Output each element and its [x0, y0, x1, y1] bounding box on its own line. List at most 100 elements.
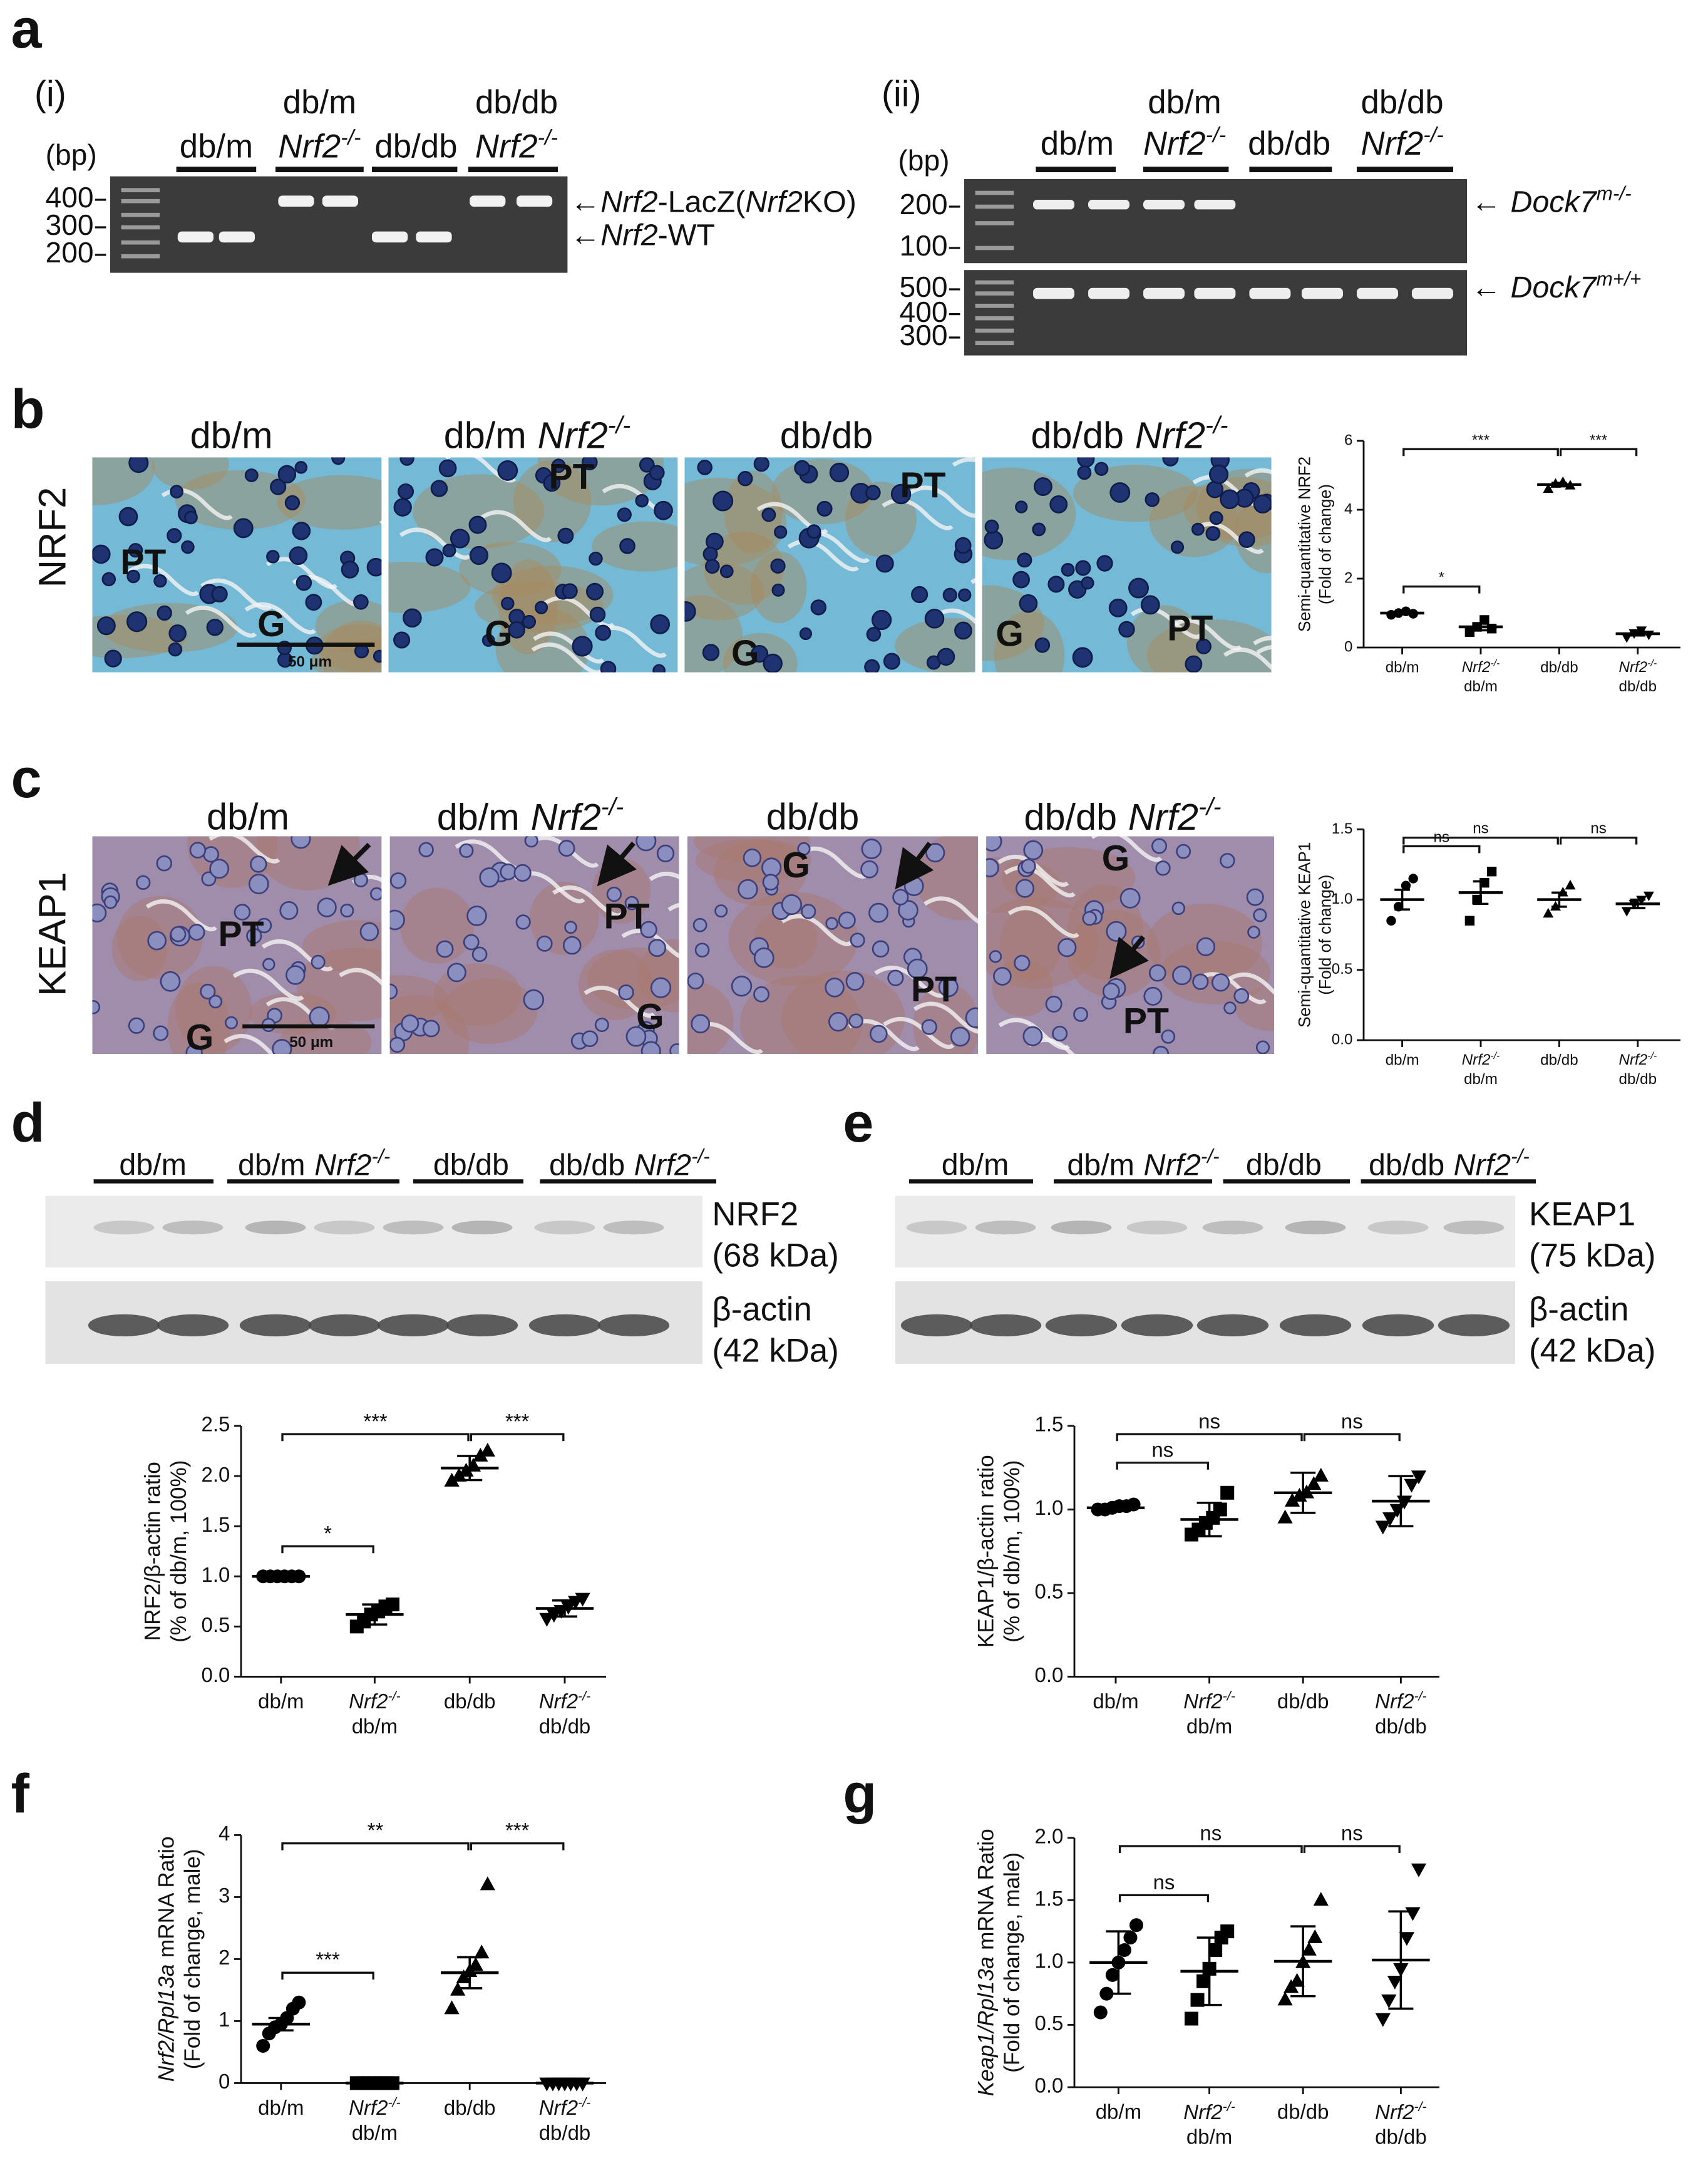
text-part: -/- — [1201, 1146, 1220, 1168]
tubule-lumen — [531, 643, 603, 673]
nucleus — [954, 537, 972, 554]
gel-band — [470, 195, 506, 207]
group-bar — [227, 1179, 399, 1184]
data-point — [1486, 867, 1497, 877]
blot-band — [239, 1314, 312, 1337]
text-part: Nrf2 — [1135, 414, 1205, 456]
nucleus — [1019, 594, 1038, 613]
significance-bracket — [1116, 1462, 1210, 1470]
significance-bracket — [1303, 1433, 1401, 1442]
nucleus — [311, 954, 326, 969]
nucleus — [296, 574, 312, 591]
group-bar — [1361, 1179, 1536, 1184]
blot-label: (75 kDa) — [1529, 1237, 1655, 1274]
nucleus — [244, 468, 259, 482]
y-axis-label: NRF2/β-actin ratio (% of db/m, 100%) — [141, 1460, 192, 1643]
group-bar — [1357, 167, 1453, 173]
tubule-lumen — [1004, 865, 1076, 898]
blot-band — [1051, 1221, 1112, 1235]
significance-bracket — [281, 1545, 374, 1554]
text-part: -/- — [578, 1688, 590, 1703]
nucleus — [438, 459, 457, 478]
text-part: Nrf2 — [1619, 1051, 1648, 1068]
data-point — [1220, 1924, 1235, 1939]
text-part: Dock7 — [1511, 271, 1598, 304]
text-part: (% of db/m, 100%) — [167, 1460, 191, 1643]
ladder-band — [975, 341, 1014, 346]
blot-band — [975, 1221, 1036, 1235]
nucleus — [157, 605, 172, 621]
tissue-stain — [92, 615, 187, 659]
lane-group-label: db/db Nrf2-/- — [1369, 1146, 1530, 1182]
nucleus — [284, 495, 301, 511]
nucleus — [1017, 552, 1032, 568]
image-title: db/db Nrf2-/- — [1024, 794, 1221, 838]
gel-band — [1194, 287, 1236, 299]
nucleus — [1220, 853, 1235, 869]
nucleus — [954, 621, 972, 640]
nucleus — [126, 569, 140, 584]
y-tick-label: 1.0 — [1332, 890, 1353, 907]
text-part: -/- — [1414, 1688, 1426, 1703]
data-point — [451, 1467, 467, 1482]
gel-band — [1412, 287, 1453, 299]
structure-label: G — [636, 997, 664, 1037]
nucleus — [1052, 1025, 1068, 1042]
nucleus — [694, 942, 710, 957]
nucleus — [136, 875, 151, 890]
text-part: Keap1/Rpl13a — [974, 1956, 999, 2096]
text-part: db/m — [352, 1715, 398, 1738]
structure-label: G — [485, 614, 512, 654]
tubule-lumen — [1253, 636, 1272, 646]
tubule-lumen — [399, 527, 471, 560]
lane-group-label: db/m — [942, 1148, 1009, 1182]
nucleus — [524, 836, 538, 848]
gel-band — [372, 231, 408, 243]
text-part: mRNA Ratio — [155, 1836, 179, 1958]
data-point — [1408, 874, 1418, 884]
ladder-label: 500 — [900, 271, 948, 303]
error-bar — [1394, 611, 1410, 616]
nucleus — [1253, 494, 1272, 514]
significance-label: ns — [1200, 1822, 1222, 1845]
nucleus — [1233, 988, 1250, 1004]
nucleus — [536, 936, 553, 952]
text-part: KEAP1/β-actin ratio — [974, 1455, 999, 1648]
text-part: db/db — [549, 1148, 625, 1182]
nucleus — [986, 858, 999, 877]
nucleus — [774, 525, 788, 539]
nucleus — [211, 586, 228, 603]
text-part: db/db — [1031, 414, 1124, 456]
blot-label: β-actin — [712, 1291, 811, 1328]
data-point — [1411, 1863, 1427, 1877]
nucleus — [185, 1044, 203, 1055]
nucleus — [1073, 1007, 1088, 1022]
nucleus — [581, 457, 598, 471]
subpanel-label: (i) — [34, 74, 66, 114]
x-tick-label: db/mNrf2-/- — [1183, 1688, 1235, 1737]
significance-label: ns — [1198, 1410, 1220, 1433]
text-part: db/db — [475, 84, 558, 121]
data-point — [1411, 1470, 1427, 1485]
text-part: -/- — [1423, 123, 1443, 147]
x-tick-label: db/db — [1277, 2100, 1329, 2124]
significance-bracket — [470, 1842, 565, 1850]
nucleus — [468, 515, 487, 534]
data-point — [1105, 1968, 1119, 1982]
nucleus — [618, 984, 634, 1001]
data-point — [474, 1944, 490, 1959]
blot-label: NRF2 — [712, 1196, 798, 1233]
image-title: db/db — [780, 414, 873, 456]
image-title: db/m Nrf2-/- — [437, 794, 624, 838]
y-tick-label: 0.0 — [202, 1663, 230, 1686]
nucleus — [738, 879, 758, 900]
nucleus — [648, 939, 667, 957]
nucleus — [515, 914, 531, 930]
data-point — [1464, 627, 1475, 637]
nucleus — [340, 904, 354, 918]
nucleus — [481, 634, 495, 647]
tubule-lumen — [649, 872, 679, 881]
nucleus — [1255, 1040, 1270, 1055]
significance-bracket — [281, 1433, 470, 1442]
nucleus — [762, 874, 779, 891]
